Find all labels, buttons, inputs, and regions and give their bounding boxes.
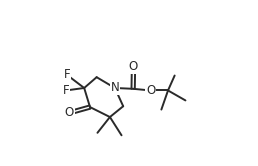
Text: O: O bbox=[146, 84, 155, 97]
Text: F: F bbox=[63, 84, 69, 97]
Text: O: O bbox=[129, 60, 138, 73]
Text: N: N bbox=[110, 82, 119, 94]
Text: O: O bbox=[64, 106, 74, 119]
Text: F: F bbox=[63, 68, 70, 81]
